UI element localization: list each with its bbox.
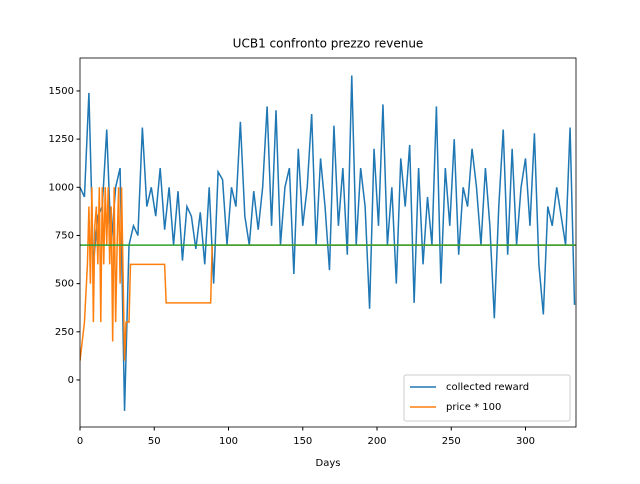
- legend-box: [403, 374, 571, 422]
- y-tick-label: 0: [68, 375, 74, 386]
- x-tick-label: 300: [516, 436, 535, 447]
- legend-label: price * 100: [446, 402, 501, 413]
- y-tick-label: 1500: [49, 86, 74, 97]
- x-tick-label: 150: [293, 436, 312, 447]
- x-tick-label: 0: [77, 436, 83, 447]
- x-tick-label: 200: [367, 436, 386, 447]
- axes-frame: [79, 57, 577, 428]
- chart-title: UCB1 confronto prezzo revenue: [233, 37, 424, 51]
- line: [80, 187, 576, 361]
- x-tick-label: 50: [148, 436, 161, 447]
- x-tick-label: 250: [442, 436, 461, 447]
- y-tick-label: 500: [55, 279, 74, 290]
- x-axis-label: Days: [316, 458, 341, 469]
- y-tick-label: 1000: [49, 182, 74, 193]
- y-tick-label: 250: [55, 327, 74, 338]
- legend-label: collected reward: [446, 382, 529, 393]
- y-tick-label: 750: [55, 230, 74, 241]
- y-tick-label: 1250: [49, 134, 74, 145]
- x-tick-label: 100: [219, 436, 238, 447]
- line: [80, 75, 576, 411]
